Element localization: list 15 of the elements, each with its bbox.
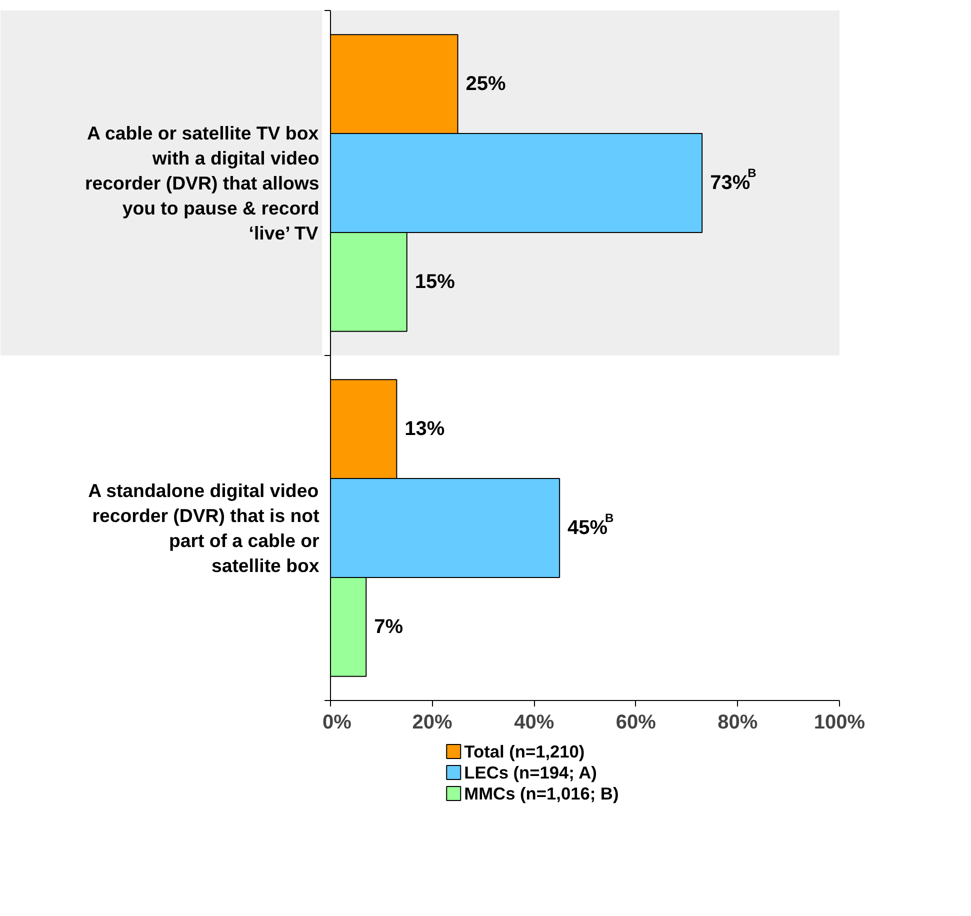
legend-label: LECs (n=194; A) bbox=[464, 762, 597, 782]
y-tick-label: A standalone digital video recorder (DVR) that is not part of a cable or satellite box bbox=[88, 480, 320, 576]
x-tick-label: 100% bbox=[814, 712, 866, 734]
x-tick-label: 60% bbox=[616, 712, 656, 734]
x-tick-label: 80% bbox=[718, 712, 758, 734]
x-tick-label: 40% bbox=[514, 712, 554, 734]
data-label: 7% bbox=[374, 616, 404, 638]
data-label: 13% bbox=[404, 418, 445, 440]
legend-label: Total (n=1,210) bbox=[464, 742, 585, 762]
data-label: 15% bbox=[414, 270, 456, 293]
legend-label: MMCs (n=1,016; B) bbox=[464, 784, 619, 804]
y-tick-label: A cable or satellite TV box with a digital video recorder (DVR) that allows you to pause & record ‘live’ TV bbox=[84, 122, 320, 244]
x-tick-label: 0% bbox=[322, 712, 352, 734]
x-tick-label: 20% bbox=[412, 712, 453, 734]
data-label: 25% bbox=[466, 73, 506, 96]
